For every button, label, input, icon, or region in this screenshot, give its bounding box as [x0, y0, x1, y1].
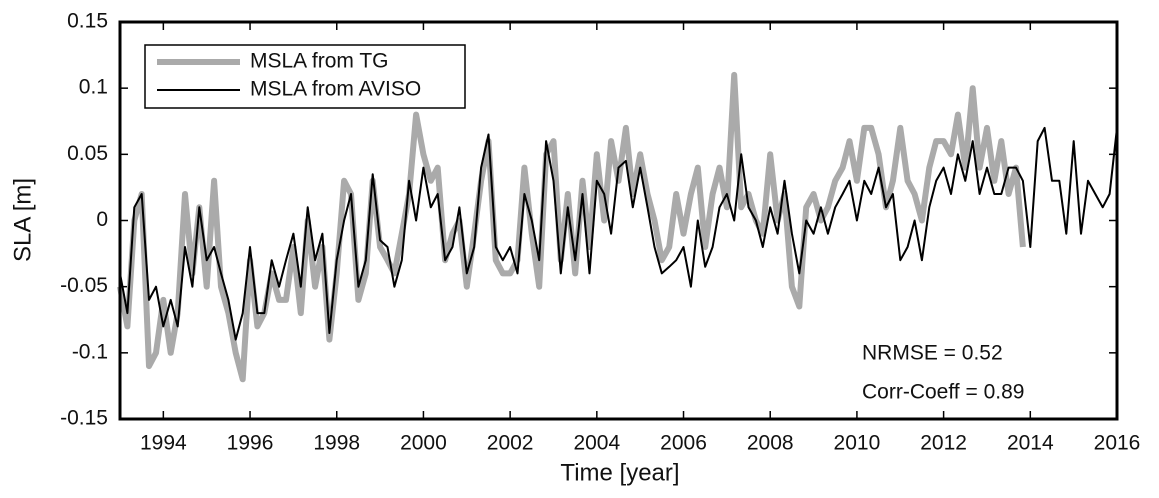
x-tick-label: 2002: [487, 432, 534, 455]
y-tick-label: -0.15: [60, 407, 108, 430]
y-tick-label: 0.05: [67, 142, 108, 165]
legend-label: MSLA from AVISO: [250, 78, 421, 101]
plot-frame: [118, 20, 1119, 421]
x-tick-label: 1994: [140, 432, 187, 455]
x-tick-label: 2012: [920, 432, 967, 455]
x-tick-label: 2008: [747, 432, 794, 455]
x-tick-label: 2004: [573, 432, 620, 455]
x-tick-label: 1998: [313, 432, 360, 455]
y-tick-label: 0.15: [67, 10, 108, 33]
annotation: Corr-Coeff = 0.89: [862, 381, 1024, 404]
legend-box: [144, 44, 466, 109]
x-tick-label: 2000: [400, 432, 447, 455]
annotation: NRMSE = 0.52: [862, 342, 1003, 365]
y-tick-label: -0.1: [72, 340, 108, 363]
data-line: [119, 126, 1118, 341]
x-tick-label: 2014: [1007, 432, 1054, 455]
legend-label: MSLA from TG: [250, 50, 388, 73]
x-tick-label: 2006: [660, 432, 707, 455]
x-tick-label: 1996: [227, 432, 274, 455]
y-tick-label: -0.05: [60, 274, 108, 297]
x-axis-label: Time [year]: [560, 459, 679, 486]
y-tick-label: 0: [96, 208, 108, 231]
y-tick-label: 0.1: [79, 76, 108, 99]
y-axis-label: SLA [m]: [9, 178, 36, 262]
x-tick-label: 2010: [834, 432, 881, 455]
x-tick-label: 2016: [1094, 432, 1141, 455]
